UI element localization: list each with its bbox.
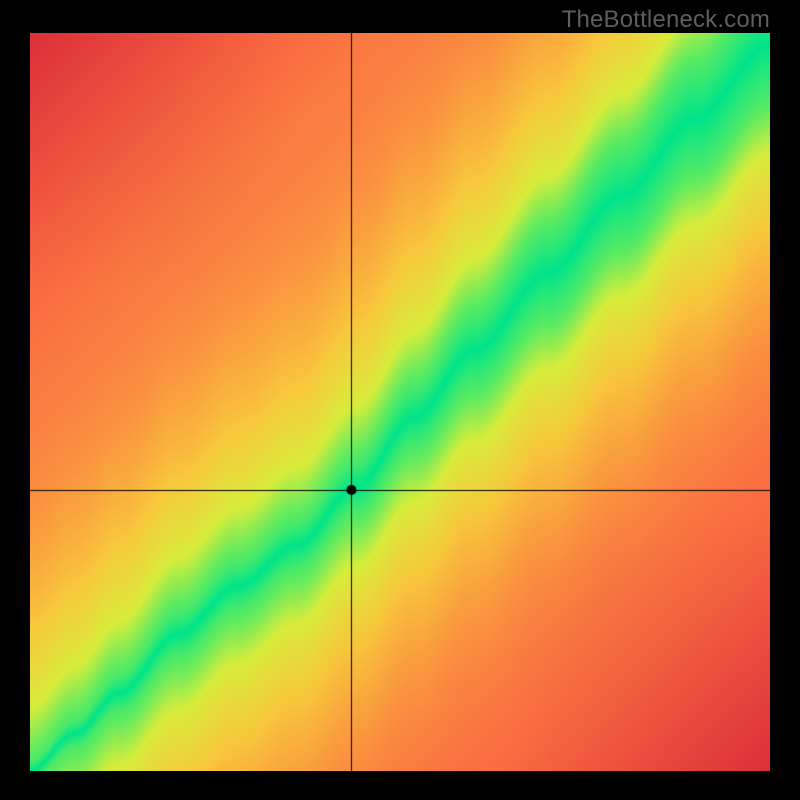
heatmap-plot: [30, 33, 770, 771]
heatmap-canvas: [30, 33, 770, 771]
watermark-text: TheBottleneck.com: [562, 6, 770, 34]
chart-frame: TheBottleneck.com: [0, 0, 800, 800]
